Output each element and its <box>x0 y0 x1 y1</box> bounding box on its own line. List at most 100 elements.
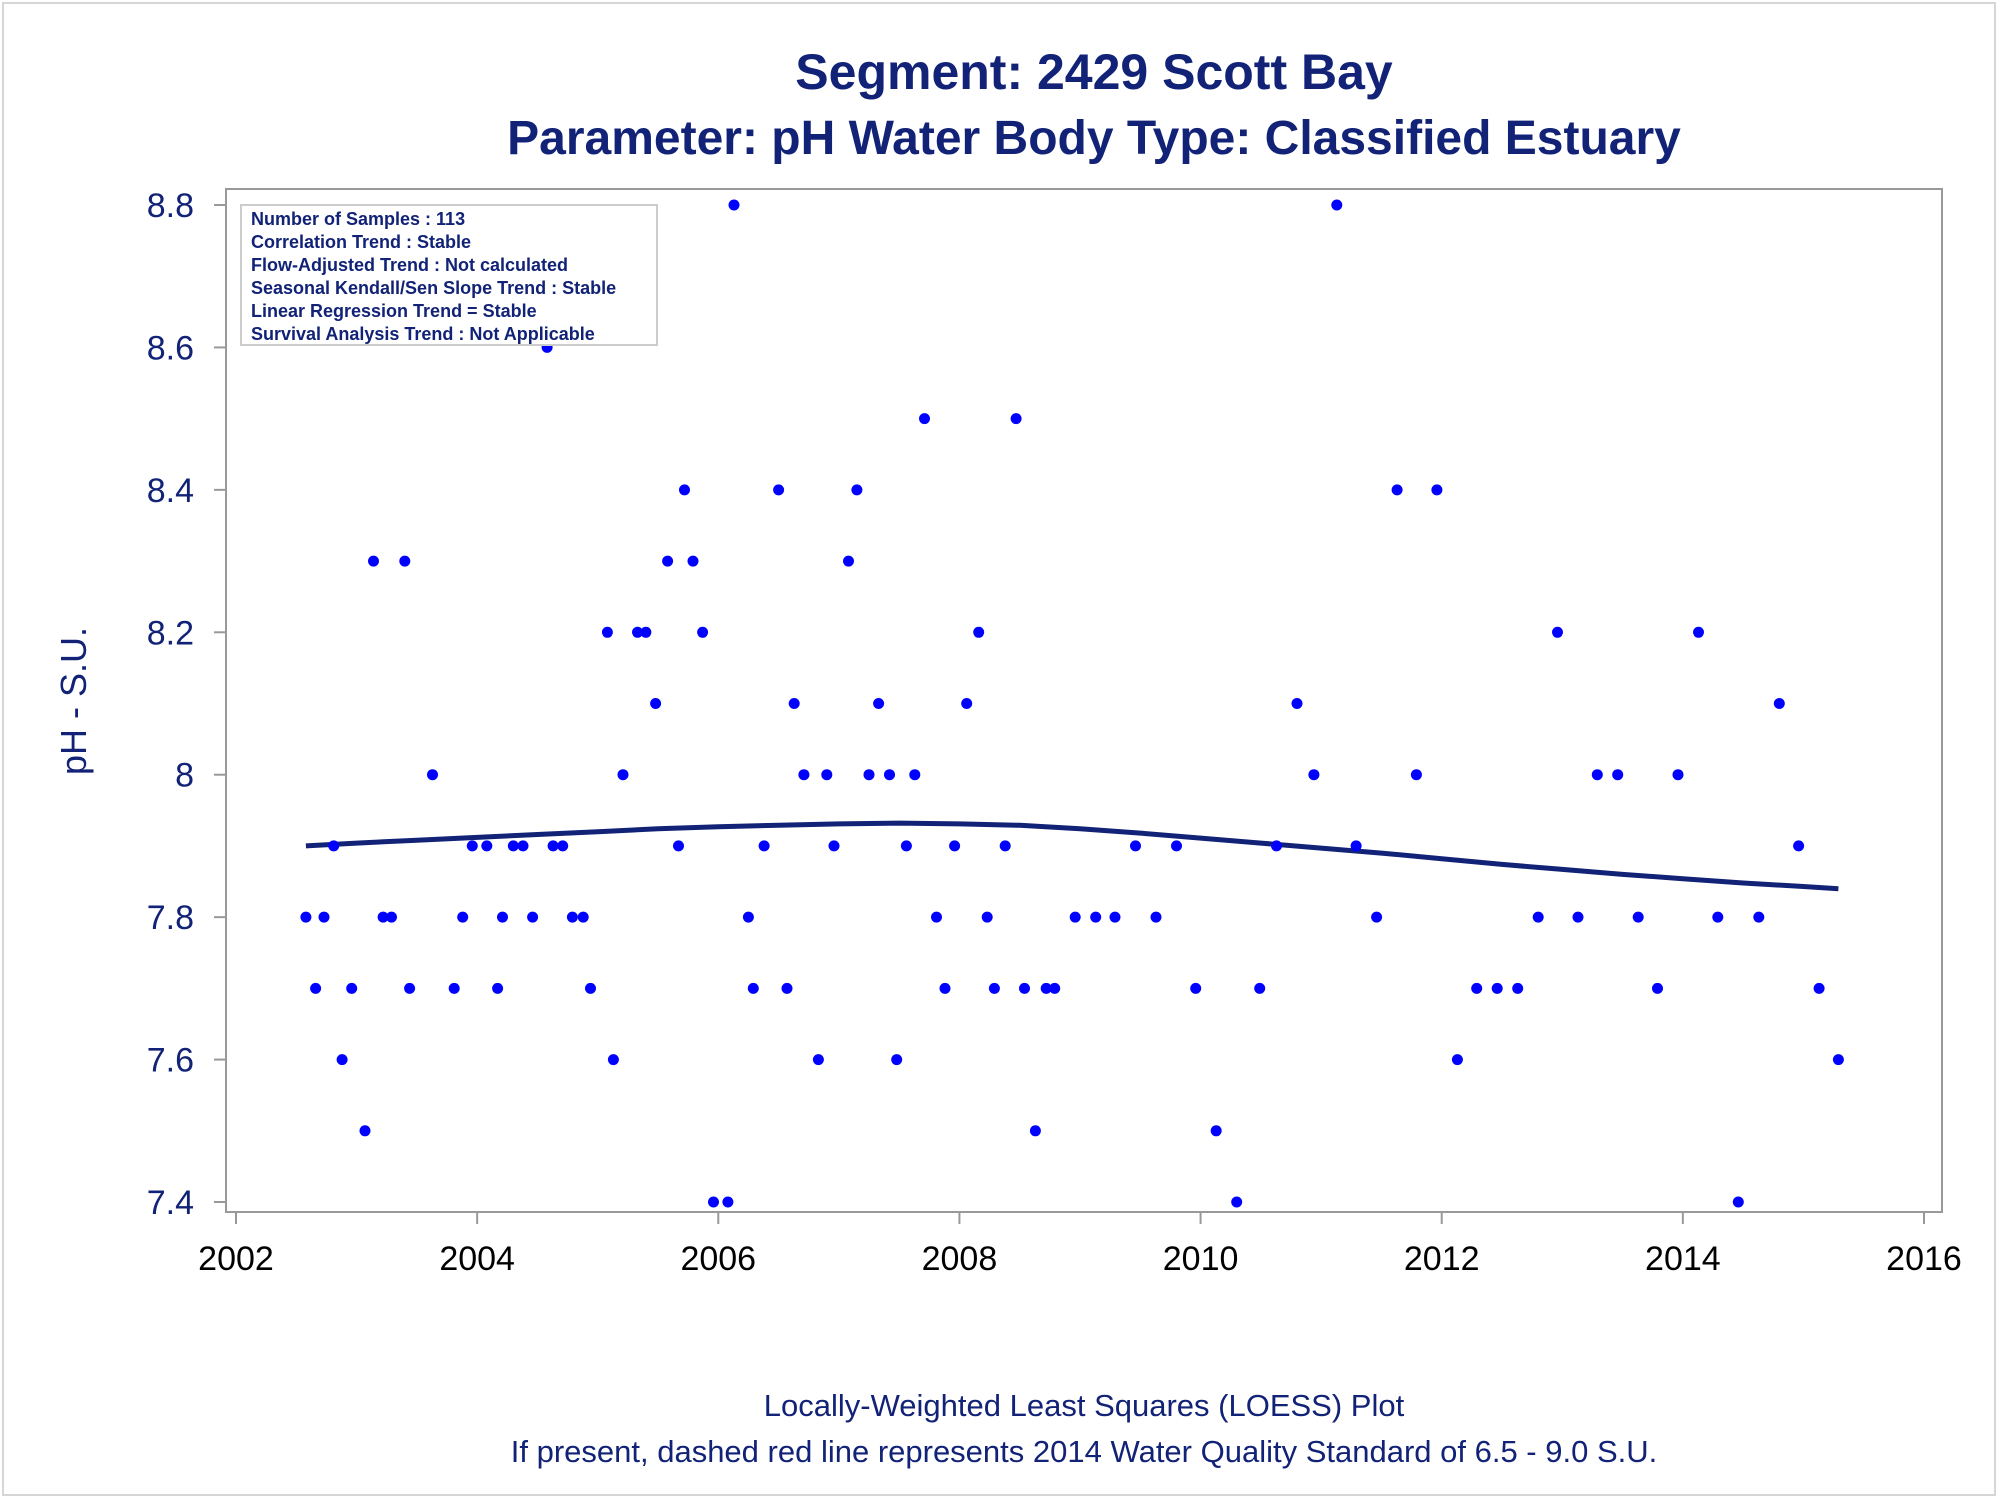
data-point <box>1150 911 1162 923</box>
data-point <box>828 840 840 852</box>
loess-curve <box>305 820 1839 892</box>
data-point <box>798 769 810 781</box>
data-point <box>781 982 793 994</box>
data-point <box>1451 1054 1463 1066</box>
footnote-standard: If present, dashed red line represents 2… <box>511 1434 1658 1469</box>
data-point <box>961 698 973 709</box>
data-point <box>310 982 322 994</box>
data-point <box>1291 698 1303 709</box>
data-point <box>939 982 951 994</box>
data-point <box>1512 982 1524 994</box>
x-tick-label: 2014 <box>1645 1240 1721 1278</box>
data-point <box>821 769 833 781</box>
data-point <box>1049 982 1061 994</box>
data-point <box>1308 769 1320 781</box>
data-point <box>1832 1054 1844 1066</box>
data-point <box>851 484 863 496</box>
data-point <box>1591 769 1603 781</box>
y-tick-label: 8.8 <box>147 187 194 225</box>
data-point <box>527 911 539 923</box>
data-point <box>617 769 629 781</box>
data-points <box>300 199 1844 1208</box>
data-point <box>300 911 312 923</box>
data-point <box>919 413 930 425</box>
data-point <box>1471 982 1483 994</box>
data-point <box>788 698 800 709</box>
data-point <box>1532 911 1544 923</box>
data-point <box>1552 626 1563 638</box>
data-point <box>1254 982 1266 994</box>
y-tick-label: 8.2 <box>147 614 194 652</box>
data-point <box>973 626 985 638</box>
data-point <box>1652 982 1663 994</box>
data-point <box>507 840 519 852</box>
data-point <box>1410 769 1422 781</box>
x-tick-label: 2006 <box>680 1240 756 1278</box>
data-point <box>1130 840 1141 852</box>
data-point <box>386 911 397 923</box>
data-point <box>497 911 508 923</box>
data-point <box>1190 982 1202 994</box>
data-point <box>722 1196 734 1208</box>
x-tick-label: 2012 <box>1404 1240 1480 1278</box>
data-point <box>1612 769 1624 781</box>
x-tick-label: 2008 <box>922 1240 998 1278</box>
x-tick-label: 2010 <box>1163 1240 1239 1278</box>
scatter-chart: Segment: 2429 Scott Bay Parameter: pH Wa… <box>53 44 1962 1469</box>
data-point <box>1672 769 1684 781</box>
data-point <box>891 1054 903 1066</box>
y-axis: 7.4 7.6 7.8 8 8.2 8.4 8.6 8.8 <box>147 187 226 1222</box>
data-point <box>1010 413 1022 425</box>
data-point <box>1431 484 1443 496</box>
footnote-loess: Locally-Weighted Least Squares (LOESS) P… <box>764 1388 1405 1423</box>
data-point <box>1773 698 1785 709</box>
data-point <box>1331 199 1343 211</box>
data-point <box>988 982 1000 994</box>
data-point <box>1271 840 1282 852</box>
data-point <box>557 840 569 852</box>
data-point <box>1090 911 1102 923</box>
data-point <box>1793 840 1805 852</box>
data-point <box>427 769 438 781</box>
data-point <box>697 626 709 638</box>
data-point <box>662 555 674 567</box>
data-point <box>1732 1196 1744 1208</box>
inset-line-correlation: Correlation Trend : Stable <box>251 232 471 252</box>
data-point <box>1391 484 1403 496</box>
data-point <box>1350 840 1362 852</box>
y-tick-label: 7.8 <box>147 899 194 937</box>
data-point <box>679 484 690 496</box>
data-point <box>673 840 684 852</box>
inset-line-survival-analysis: Survival Analysis Trend : Not Applicable <box>251 324 595 344</box>
y-tick-label: 8.6 <box>147 329 194 367</box>
data-point <box>1572 911 1584 923</box>
data-point <box>601 626 613 638</box>
data-point <box>547 840 559 852</box>
data-point <box>843 555 854 567</box>
data-point <box>566 911 578 923</box>
data-point <box>650 698 662 709</box>
data-point <box>448 982 460 994</box>
x-tick-label: 2004 <box>439 1240 515 1278</box>
data-point <box>404 982 416 994</box>
data-point <box>931 911 942 923</box>
y-tick-label: 8 <box>175 757 194 795</box>
data-point <box>359 1125 371 1137</box>
data-point <box>517 840 529 852</box>
data-point <box>1019 982 1030 994</box>
x-tick-label: 2002 <box>198 1240 274 1278</box>
data-point <box>328 840 340 852</box>
data-point <box>1371 911 1383 923</box>
data-point <box>999 840 1011 852</box>
chart-title: Segment: 2429 Scott Bay <box>795 44 1393 100</box>
data-point <box>1712 911 1724 923</box>
data-point <box>1040 982 1052 994</box>
data-point <box>585 982 596 994</box>
data-point <box>909 769 921 781</box>
y-tick-label: 8.4 <box>147 472 194 510</box>
data-point <box>758 840 770 852</box>
data-point <box>1210 1125 1222 1137</box>
x-tick-label: 2016 <box>1886 1240 1962 1278</box>
data-point <box>457 911 469 923</box>
